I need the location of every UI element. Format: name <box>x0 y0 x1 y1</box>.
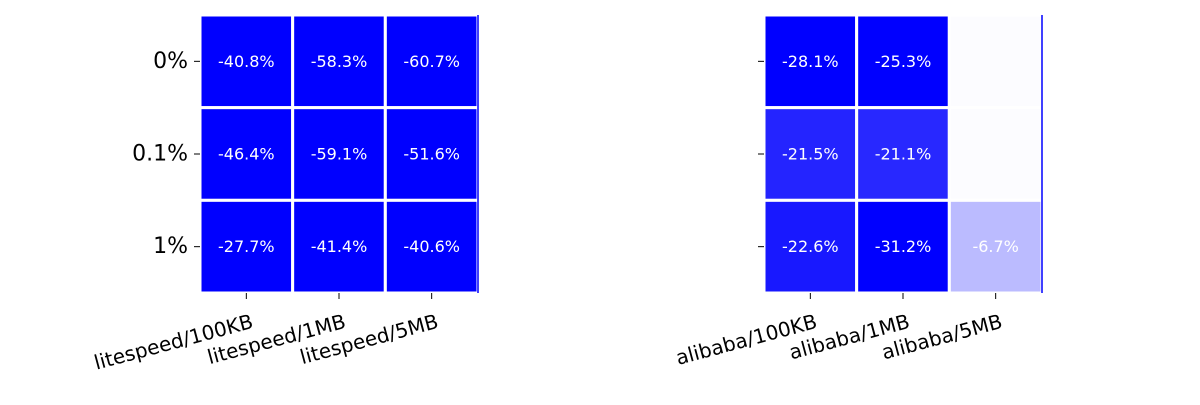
heatmap-cell <box>855 198 951 295</box>
y-tick-label: 0.1% <box>132 142 188 167</box>
heatmap-cell <box>947 106 1044 202</box>
cell-value-label: -25.3% <box>875 52 932 71</box>
y-tick-label: 1% <box>153 234 188 259</box>
cell-value-label: -41.4% <box>311 237 368 256</box>
cell-value-label: -59.1% <box>311 145 368 164</box>
cell-value-label: -21.5% <box>782 145 839 164</box>
heatmap-cell <box>947 198 1044 295</box>
y-tick-label: 0% <box>153 49 188 74</box>
heatmap-panel: -28.1% -25.3% -21.5% -21.1% -22.6% -31.2% -6.7… <box>673 13 1044 370</box>
heatmap-cell <box>291 198 387 295</box>
heatmap-cell <box>762 198 859 295</box>
cell-value-label: -46.4% <box>218 145 275 164</box>
cell-value-label: -60.7% <box>403 52 460 71</box>
cell-value-label: -28.1% <box>782 52 839 71</box>
cell-value-label: -40.6% <box>403 237 460 256</box>
cell-value-label: -21.1% <box>875 145 932 164</box>
cell-value-label: -27.7% <box>218 237 275 256</box>
heatmap-cell <box>855 106 951 202</box>
heatmap-cell <box>947 13 1044 110</box>
heatmap-panel: -40.8% -58.3% -60.7% -46.4% -59.1% -51.6% -27.… <box>91 13 480 375</box>
heatmap-cell <box>291 13 387 110</box>
heatmap-cell <box>383 106 480 202</box>
cell-value-label: -6.7% <box>972 237 1018 256</box>
cell-value-label: -58.3% <box>311 52 368 71</box>
cell-value-label: -51.6% <box>403 145 460 164</box>
cell-value-label: -31.2% <box>875 237 932 256</box>
cell-value-label: -22.6% <box>782 237 839 256</box>
cell-value-label: -40.8% <box>218 52 275 71</box>
heatmap-cell <box>762 106 859 202</box>
heatmap-cell <box>855 13 951 110</box>
